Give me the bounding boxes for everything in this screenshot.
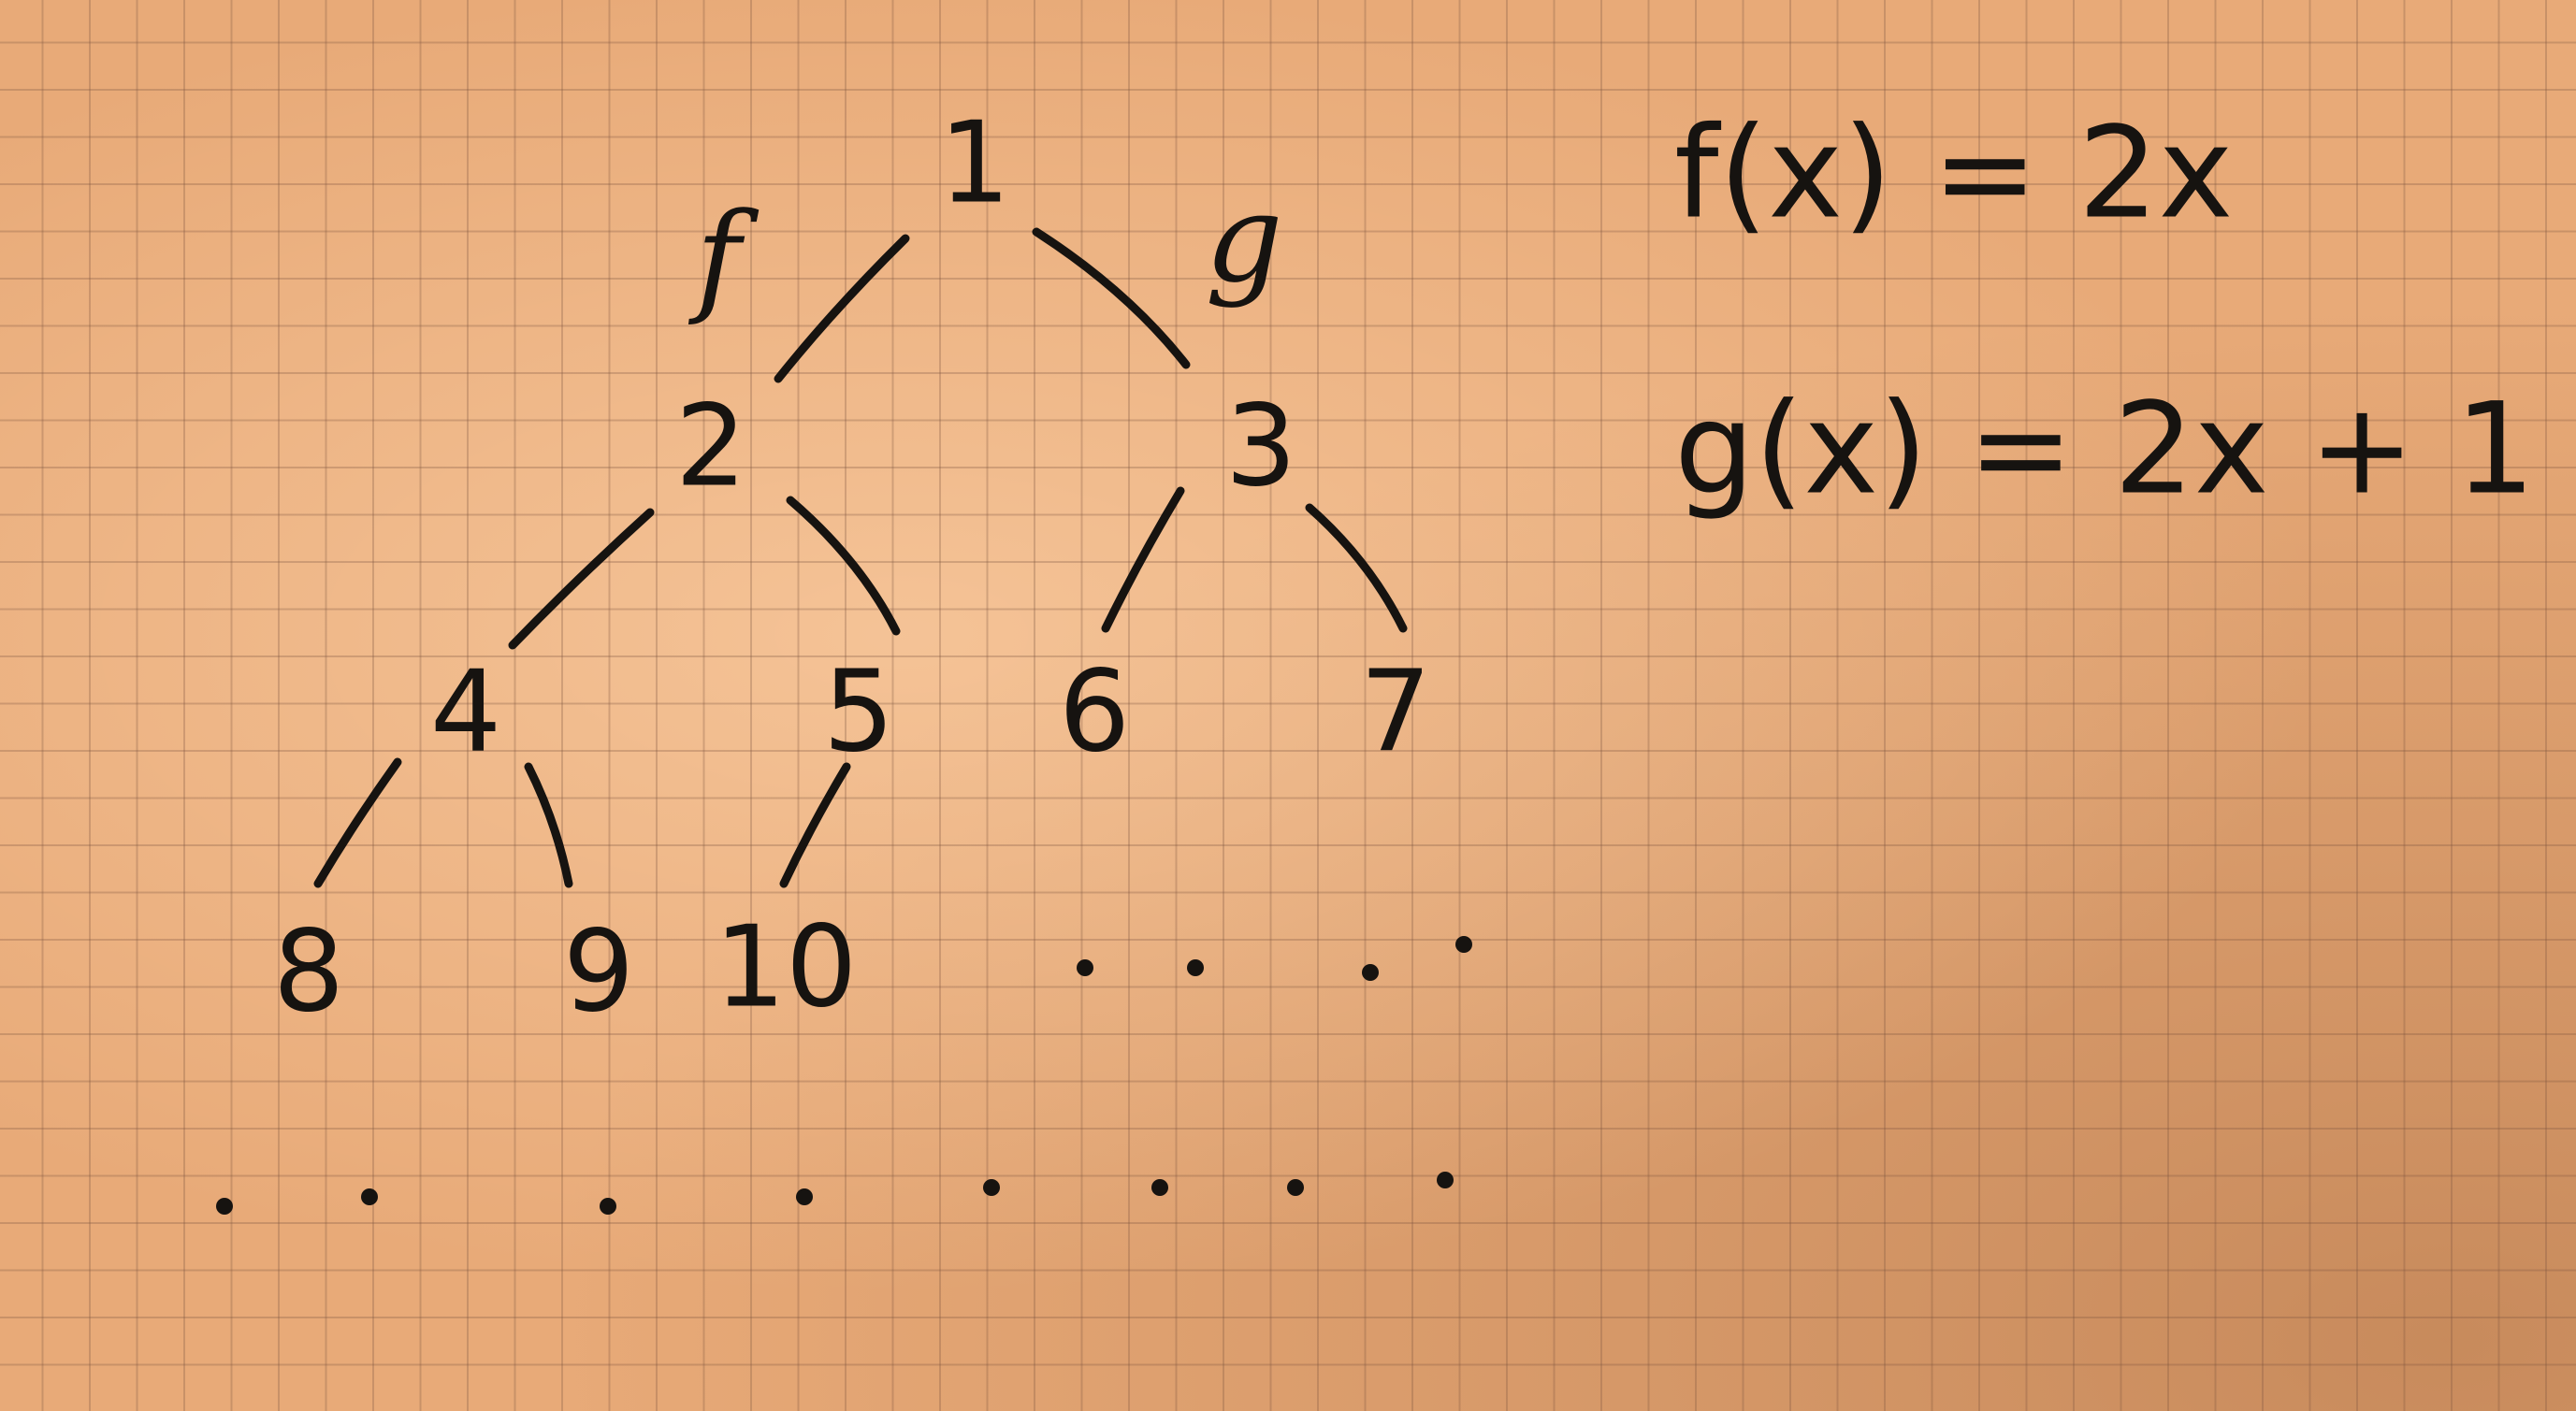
node-5: 5 [823, 648, 894, 778]
nodes: 1 2 3 4 5 6 7 8 9 10 [273, 99, 1431, 1038]
ellipsis-dot [1151, 1179, 1168, 1196]
formula-f: f(x) = 2x [1674, 100, 2233, 247]
formula-g: g(x) = 2x + 1 [1674, 376, 2535, 523]
ellipsis-dots [216, 936, 1472, 1215]
edge-arrow-n1-n3 [1032, 227, 1191, 369]
edge-arrow-n2-n5 [786, 496, 901, 636]
edge-label-g: g [1205, 167, 1282, 310]
node-6: 6 [1059, 648, 1130, 778]
edge-arrow-n5-n10 [779, 762, 851, 888]
edge-arrow-n2-n4 [508, 508, 655, 650]
ellipsis-dot [1287, 1179, 1304, 1196]
node-1: 1 [939, 99, 1010, 229]
ellipsis-dot [1362, 964, 1379, 981]
ellipsis-dot [1437, 1172, 1454, 1188]
node-7: 7 [1360, 648, 1431, 778]
edge-label-f: f [688, 186, 760, 328]
edge-arrow-n3-n6 [1101, 486, 1185, 633]
edge-arrow-n4-n9 [524, 762, 573, 888]
node-2: 2 [675, 382, 746, 512]
node-3: 3 [1225, 382, 1296, 512]
ellipsis-dot [796, 1188, 813, 1205]
node-10: 10 [715, 903, 858, 1033]
edge-arrow-n3-n7 [1305, 503, 1408, 633]
node-8: 8 [273, 908, 344, 1038]
ellipsis-dot [600, 1198, 616, 1215]
node-4: 4 [430, 648, 501, 778]
edge-arrow-n1-n2 [774, 234, 910, 383]
ellipsis-dot [1187, 959, 1204, 976]
ellipsis-dot [1077, 959, 1093, 976]
ellipsis-dot [361, 1188, 378, 1205]
node-9: 9 [563, 908, 634, 1038]
ellipsis-dot [1455, 936, 1472, 953]
edge-arrow-n4-n8 [313, 757, 402, 888]
ellipsis-dot [216, 1198, 233, 1215]
ellipsis-dot [983, 1179, 1000, 1196]
